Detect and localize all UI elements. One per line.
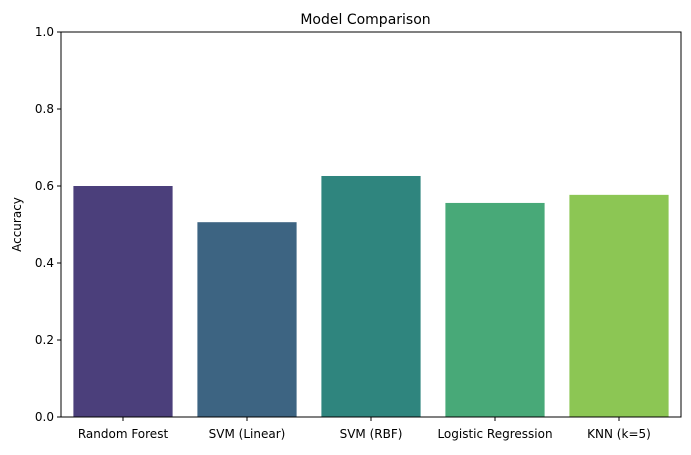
x-tick-label-3: Logistic Regression — [437, 427, 552, 441]
bars-group — [73, 175, 669, 417]
x-tick-label-2: SVM (RBF) — [340, 427, 403, 441]
y-tick-label-2: 0.4 — [35, 256, 54, 270]
bar-4 — [569, 194, 669, 417]
x-tick-label-0: Random Forest — [78, 427, 169, 441]
bar-1 — [197, 222, 297, 417]
plot-frame — [60, 31, 682, 418]
x-tick-label-1: SVM (Linear) — [209, 427, 286, 441]
y-tick-label-0: 0.0 — [35, 410, 54, 424]
y-tick-label-5: 1.0 — [35, 25, 54, 39]
y-axis-ticks: 0.0 0.2 0.4 0.6 0.8 1.0 — [35, 25, 61, 424]
y-tick-label-3: 0.6 — [35, 179, 54, 193]
x-axis-ticks: Random Forest SVM (Linear) SVM (RBF) Logist… — [78, 417, 651, 441]
bar-2 — [321, 175, 421, 417]
y-axis-label: Accuracy — [10, 197, 24, 252]
y-tick-label-4: 0.8 — [35, 102, 54, 116]
x-tick-label-4: KNN (k=5) — [587, 427, 651, 441]
y-tick-label-1: 0.2 — [35, 333, 54, 347]
chart-title: Model Comparison — [300, 12, 430, 28]
bar-3 — [445, 202, 545, 417]
bar-0 — [73, 186, 173, 417]
